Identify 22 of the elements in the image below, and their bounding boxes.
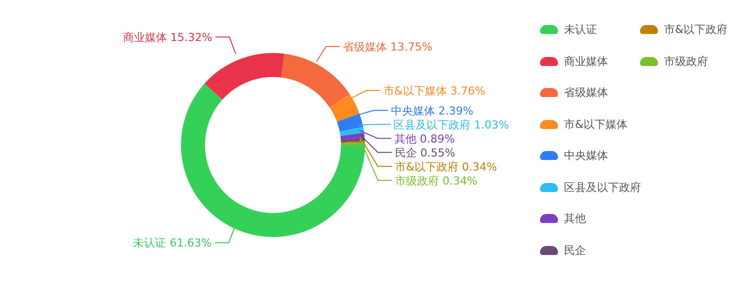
category-label: 中央媒体 2.39% bbox=[390, 104, 474, 118]
legend-label: 未认证 bbox=[564, 22, 597, 37]
category-label: 市&以下政府 0.34% bbox=[394, 160, 497, 174]
legend-label: 区县及以下政府 bbox=[564, 180, 641, 194]
category-label: 省级媒体 13.75% bbox=[342, 40, 432, 54]
category-label: 商业媒体 15.32% bbox=[122, 31, 212, 44]
legend-label: 其他 bbox=[564, 211, 586, 226]
legend-label: 中央媒体 bbox=[564, 148, 608, 163]
legend-label: 市&以下政府 bbox=[664, 22, 728, 37]
category-label: 市级政府 0.34% bbox=[394, 174, 478, 188]
category-label: 其他 0.89% bbox=[394, 132, 455, 146]
donut-slice bbox=[281, 54, 350, 108]
legend-label: 省级媒体 bbox=[564, 85, 608, 100]
category-label: 未认证 61.63% bbox=[133, 236, 212, 250]
category-label: 市&以下媒体 3.76% bbox=[383, 84, 486, 98]
legend-label: 市&以下媒体 bbox=[564, 116, 628, 132]
category-label: 民企 0.55% bbox=[394, 146, 456, 160]
legend-label: 民企 bbox=[564, 242, 586, 258]
legend-label: 市级政府 bbox=[664, 54, 708, 68]
category-label: 区县及以下政府 1.03% bbox=[393, 118, 509, 132]
legend-label: 商业媒体 bbox=[564, 54, 608, 68]
donut-slice bbox=[204, 53, 284, 100]
